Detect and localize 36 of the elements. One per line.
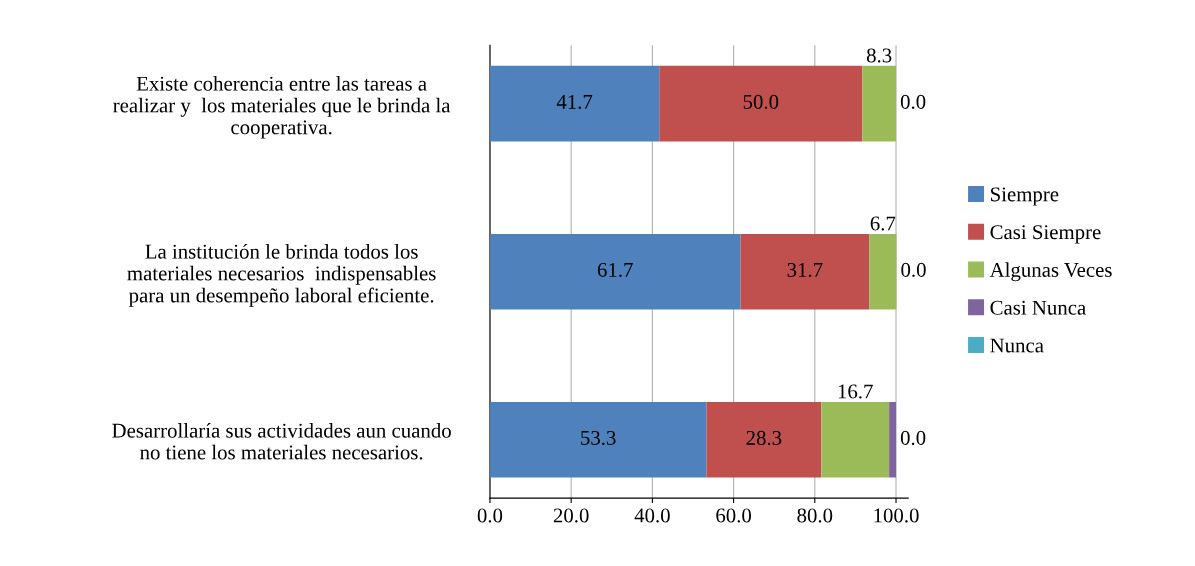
bar — [869, 233, 897, 310]
bar — [489, 401, 707, 478]
data-label: 0.0 — [900, 94, 926, 109]
legend-label: Casi Siempre — [990, 225, 1101, 244]
bar — [862, 65, 897, 142]
bar — [821, 401, 890, 478]
x-tick-label: 40.0 — [634, 508, 670, 523]
x-tick-label: 80.0 — [797, 508, 833, 523]
data-label: 28.3 — [746, 430, 782, 445]
x-tick-label: 100.0 — [874, 508, 919, 523]
data-label: 50.0 — [743, 94, 779, 109]
data-label: 0.0 — [900, 430, 926, 445]
legend-label: Nunca — [990, 338, 1044, 353]
data-label: 0.0 — [901, 262, 926, 277]
data-label: 41.7 — [556, 94, 593, 109]
legend-label: Algunas Veces — [989, 262, 1112, 282]
bar — [740, 233, 870, 310]
bar — [659, 65, 863, 142]
x-tick-label: 0.0 — [477, 508, 503, 523]
y-tick-label: La institución le brinda todos los materiales necesarios indispensables para un desempeño laboral eficiente. — [127, 243, 436, 307]
bar — [889, 401, 897, 478]
data-label: 8.3 — [866, 48, 892, 63]
data-label: 6.7 — [870, 216, 896, 231]
x-tick-label: 20.0 — [553, 508, 589, 523]
y-tick-label: Existe coherencia entre las tareas a realizar y los materiales que le brinda la cooperativa. — [113, 76, 451, 139]
bar — [489, 65, 660, 142]
legend-label: Siempre — [991, 187, 1059, 206]
bar — [489, 233, 741, 310]
legend-label: Casi Nunca — [990, 300, 1086, 315]
data-label: 61.7 — [597, 262, 633, 277]
data-label: 31.7 — [787, 262, 823, 277]
data-label: 16.7 — [838, 384, 873, 399]
y-tick-label: Desarrollaría sus actividades aun cuando no tiene los materiales necesarios. — [112, 422, 451, 460]
data-label: 53.3 — [581, 430, 616, 445]
x-tick-label: 60.0 — [716, 508, 752, 523]
bar — [706, 401, 822, 478]
